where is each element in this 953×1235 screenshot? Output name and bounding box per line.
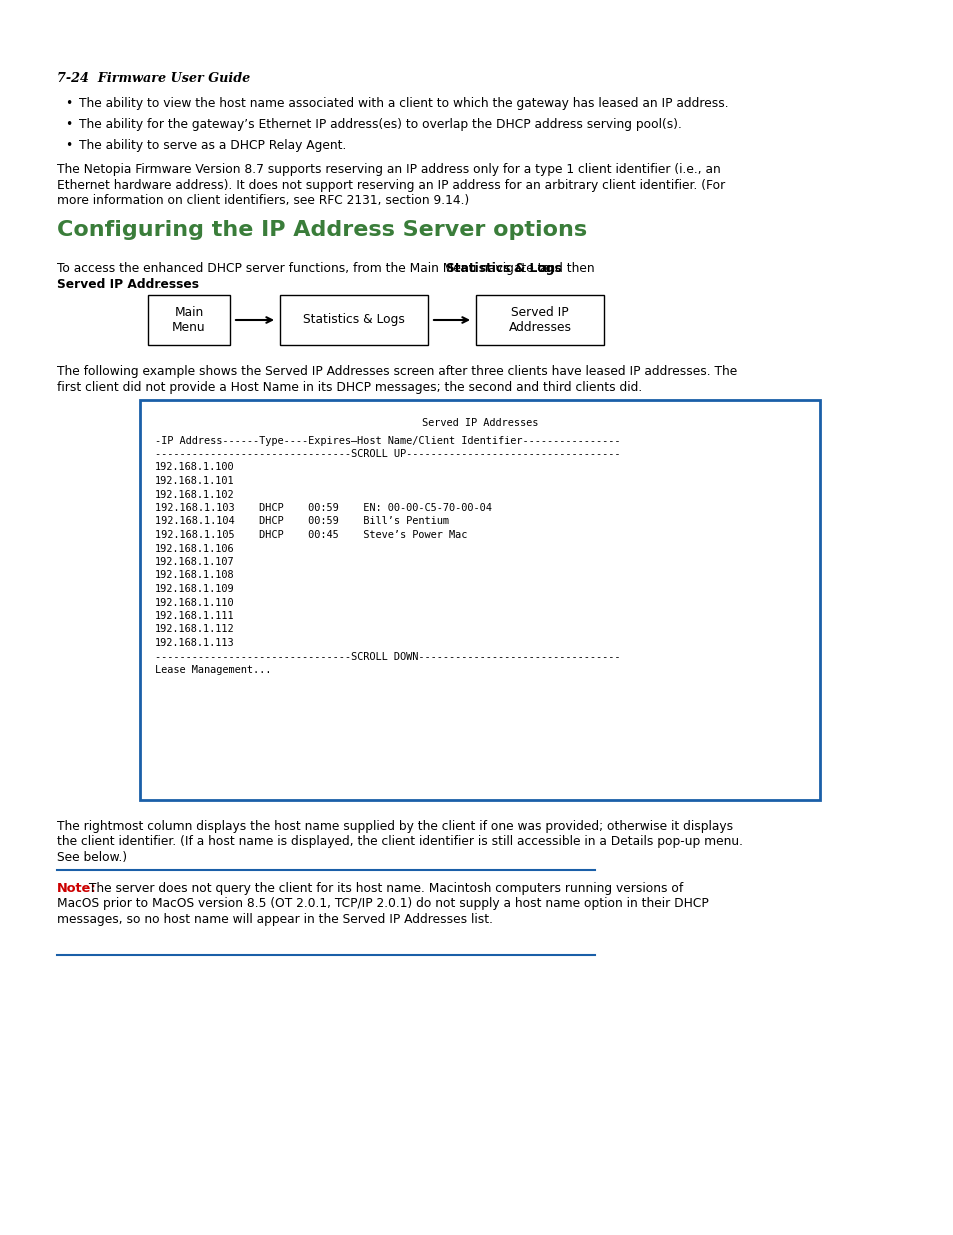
Bar: [140, 400, 820, 800]
Text: The Netopia Firmware Version 8.7 supports reserving an IP address only for a typ: The Netopia Firmware Version 8.7 support…: [57, 163, 720, 177]
Text: Note:: Note:: [57, 882, 96, 895]
Text: 192.168.1.108: 192.168.1.108: [154, 571, 234, 580]
Bar: [280, 295, 428, 345]
Text: -IP Address------Type----Expires—Host Name/Client Identifier----------------: -IP Address------Type----Expires—Host Na…: [154, 436, 619, 446]
Text: 192.168.1.105    DHCP    00:45    Steve’s Power Mac: 192.168.1.105 DHCP 00:45 Steve’s Power M…: [154, 530, 467, 540]
Text: .: .: [157, 278, 161, 290]
Text: --------------------------------SCROLL DOWN---------------------------------: --------------------------------SCROLL D…: [154, 652, 619, 662]
Text: 192.168.1.107: 192.168.1.107: [154, 557, 234, 567]
Bar: [148, 295, 230, 345]
Text: 192.168.1.110: 192.168.1.110: [154, 598, 234, 608]
Text: The rightmost column displays the host name supplied by the client if one was pr: The rightmost column displays the host n…: [57, 820, 732, 832]
Text: The ability for the gateway’s Ethernet IP address(es) to overlap the DHCP addres: The ability for the gateway’s Ethernet I…: [79, 119, 681, 131]
Text: 192.168.1.101: 192.168.1.101: [154, 475, 234, 487]
Text: 192.168.1.104    DHCP    00:59    Bill’s Pentium: 192.168.1.104 DHCP 00:59 Bill’s Pentium: [154, 516, 449, 526]
Text: Served IP
Addresses: Served IP Addresses: [508, 306, 571, 333]
Text: the client identifier. (If a host name is displayed, the client identifier is st: the client identifier. (If a host name i…: [57, 836, 742, 848]
Text: 7-24  Firmware User Guide: 7-24 Firmware User Guide: [57, 72, 250, 85]
Text: The ability to serve as a DHCP Relay Agent.: The ability to serve as a DHCP Relay Age…: [79, 140, 346, 152]
Text: Statistics & Logs: Statistics & Logs: [303, 314, 404, 326]
Text: first client did not provide a Host Name in its DHCP messages; the second and th: first client did not provide a Host Name…: [57, 380, 641, 394]
Text: 192.168.1.111: 192.168.1.111: [154, 611, 234, 621]
Text: 192.168.1.109: 192.168.1.109: [154, 584, 234, 594]
Text: Main
Menu: Main Menu: [172, 306, 206, 333]
Text: See below.): See below.): [57, 851, 127, 864]
Bar: [476, 295, 603, 345]
Text: --------------------------------SCROLL UP-----------------------------------: --------------------------------SCROLL U…: [154, 450, 619, 459]
Text: 192.168.1.103    DHCP    00:59    EN: 00-00-C5-70-00-04: 192.168.1.103 DHCP 00:59 EN: 00-00-C5-70…: [154, 503, 492, 513]
Text: •: •: [65, 140, 72, 152]
Text: 192.168.1.100: 192.168.1.100: [154, 462, 234, 473]
Text: Configuring the IP Address Server options: Configuring the IP Address Server option…: [57, 220, 586, 240]
Text: Lease Management...: Lease Management...: [154, 664, 271, 676]
Text: MacOS prior to MacOS version 8.5 (OT 2.0.1, TCP/IP 2.0.1) do not supply a host n: MacOS prior to MacOS version 8.5 (OT 2.0…: [57, 898, 708, 910]
Text: 192.168.1.112: 192.168.1.112: [154, 625, 234, 635]
Text: The ability to view the host name associated with a client to which the gateway : The ability to view the host name associ…: [79, 98, 728, 110]
Text: 192.168.1.113: 192.168.1.113: [154, 638, 234, 648]
Text: Served IP Addresses: Served IP Addresses: [421, 417, 537, 429]
Text: The following example shows the Served IP Addresses screen after three clients h: The following example shows the Served I…: [57, 366, 737, 378]
Text: and then: and then: [536, 262, 594, 275]
Text: •: •: [65, 119, 72, 131]
Text: messages, so no host name will appear in the Served IP Addresses list.: messages, so no host name will appear in…: [57, 913, 493, 926]
Text: Served IP Addresses: Served IP Addresses: [57, 278, 199, 290]
Text: •: •: [65, 98, 72, 110]
Text: 192.168.1.102: 192.168.1.102: [154, 489, 234, 499]
Text: Statistics & Logs: Statistics & Logs: [445, 262, 561, 275]
Text: To access the enhanced DHCP server functions, from the Main Menu navigate to: To access the enhanced DHCP server funct…: [57, 262, 554, 275]
Text: more information on client identifiers, see RFC 2131, section 9.14.): more information on client identifiers, …: [57, 194, 469, 207]
Text: Ethernet hardware address). It does not support reserving an IP address for an a: Ethernet hardware address). It does not …: [57, 179, 724, 191]
Text: The server does not query the client for its host name. Macintosh computers runn: The server does not query the client for…: [85, 882, 682, 895]
Text: 192.168.1.106: 192.168.1.106: [154, 543, 234, 553]
